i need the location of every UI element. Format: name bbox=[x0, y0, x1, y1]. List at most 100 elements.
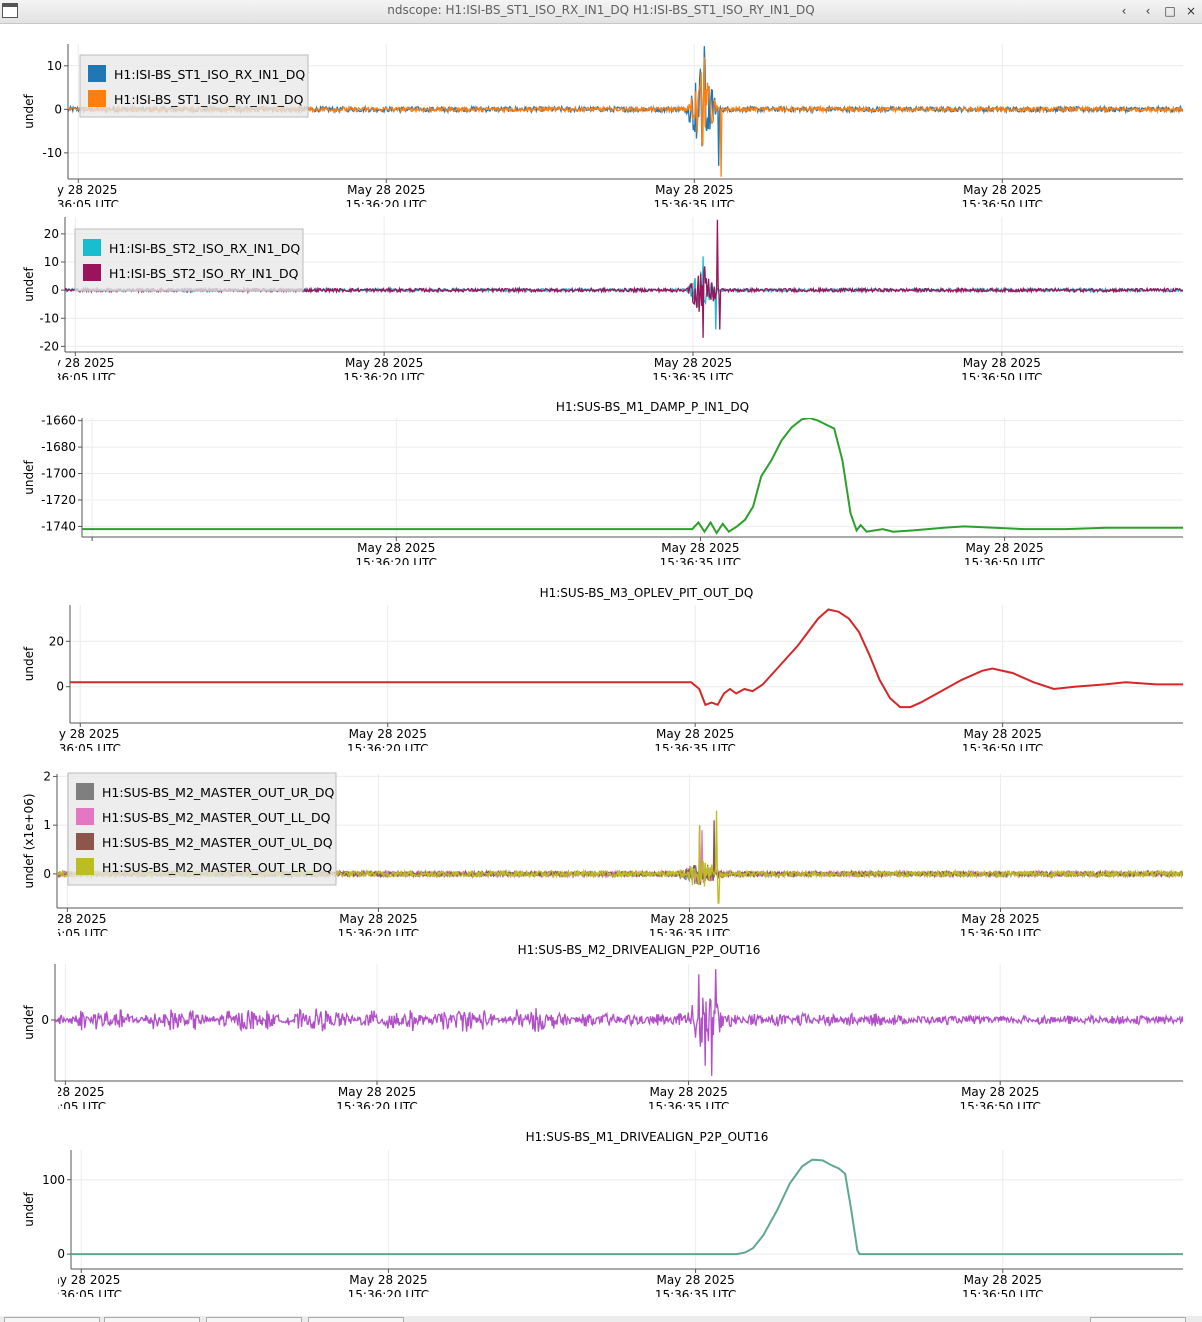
x-tick-label-date: May 28 2025 bbox=[963, 356, 1041, 370]
series-group bbox=[82, 418, 1183, 535]
x-tick-label-date: May 28 2025 bbox=[28, 912, 106, 926]
x-tick-label-time: 15:36:05 UTC bbox=[40, 1288, 122, 1302]
legend-swatch bbox=[88, 90, 106, 107]
close-button[interactable]: × bbox=[1185, 4, 1197, 18]
y-tick-label: 0 bbox=[43, 867, 51, 881]
x-tick-label-time: 15:36:35 UTC bbox=[649, 927, 731, 941]
x-tick-label-time: 15:36:35 UTC bbox=[648, 1100, 730, 1114]
legend-swatch bbox=[76, 783, 94, 800]
legend-label: H1:SUS-BS_M2_MASTER_OUT_UL_DQ bbox=[102, 835, 333, 850]
x-tick-label-time: 15:36:35 UTC bbox=[660, 556, 742, 570]
x-tick-label-date: May 28 2025 bbox=[649, 1085, 727, 1099]
x-tick-label-date: May 28 2025 bbox=[345, 356, 423, 370]
legend: H1:ISI-BS_ST2_ISO_RX_IN1_DQ H1:ISI-BS_ST2… bbox=[74, 228, 304, 292]
x-tick-label-date: May 28 2025 bbox=[965, 541, 1043, 555]
x-tick-label-time: 15:36:50 UTC bbox=[961, 371, 1043, 385]
legend-swatch bbox=[88, 65, 106, 82]
y-tick-label: 10 bbox=[47, 59, 62, 73]
x-tick-label-date: May 28 2025 bbox=[654, 356, 732, 370]
x-tick-label-time: 15:36:35 UTC bbox=[654, 198, 736, 212]
series-line-1 bbox=[70, 608, 1183, 709]
y-tick-label: -20 bbox=[39, 339, 59, 353]
shade-up-button[interactable]: ‹ bbox=[1121, 4, 1127, 18]
y-tick-label: 20 bbox=[44, 227, 59, 241]
x-tick-label-date: May 28 2025 bbox=[26, 1085, 104, 1099]
x-tick-label-time: 15:36:05 UTC bbox=[25, 1100, 107, 1114]
x-tick-label-time: 15:36:20 UTC bbox=[338, 927, 420, 941]
y-axis-label: undef bbox=[22, 1005, 36, 1040]
y-tick-label: 100 bbox=[42, 1173, 65, 1187]
minimize-button[interactable]: ‹ bbox=[1145, 4, 1151, 18]
y-tick-label: 0 bbox=[54, 102, 62, 116]
legend-label: H1:ISI-BS_ST2_ISO_RX_IN1_DQ bbox=[109, 241, 300, 256]
x-tick-label-date: May 28 2025 bbox=[655, 183, 733, 197]
x-tick-label-date: May 28 2025 bbox=[349, 727, 427, 741]
title-bar: ndscope: H1:ISI-BS_ST1_ISO_RX_IN1_DQ H1:… bbox=[0, 0, 1202, 24]
x-tick-label-time: 15:36:20 UTC bbox=[347, 742, 429, 756]
y-tick-label: 0 bbox=[41, 1013, 49, 1027]
bottom-tab[interactable] bbox=[206, 1317, 302, 1322]
x-tick-label-time: 15:36:05 UTC bbox=[35, 371, 117, 385]
x-tick-label-time: 15:36:50 UTC bbox=[964, 556, 1046, 570]
x-tick-label-date: May 28 2025 bbox=[963, 183, 1041, 197]
series-line-1 bbox=[82, 418, 1183, 535]
x-tick-label-date: May 28 2025 bbox=[36, 356, 114, 370]
y-axis-label: undef bbox=[22, 94, 36, 129]
x-tick-label-time: 15:36:20 UTC bbox=[343, 371, 425, 385]
x-tick-label-time: 15:36:20 UTC bbox=[336, 1100, 418, 1114]
chart-panel-7: H1:SUS-BS_M1_DRIVEALIGN_P2P_OUT16 100 0 und… bbox=[22, 1130, 1183, 1302]
x-tick-label-date: May 28 2025 bbox=[347, 183, 425, 197]
bottom-tab[interactable] bbox=[104, 1317, 200, 1322]
x-tick-labels: May 28 2025 15:36:05 UTC May 28 2025 15:36:… bbox=[40, 1273, 1044, 1302]
legend-label: H1:SUS-BS_M2_MASTER_OUT_LL_DQ bbox=[102, 810, 331, 825]
legend: H1:ISI-BS_ST1_ISO_RX_IN1_DQ H1:ISI-BS_ST1… bbox=[79, 54, 309, 118]
legend-box bbox=[79, 54, 309, 118]
legend-swatch bbox=[76, 858, 94, 875]
x-tick-label-date: May 28 2025 bbox=[39, 183, 117, 197]
x-tick-label-time: 15:36:35 UTC bbox=[655, 1288, 737, 1302]
y-axis-label: undef bbox=[22, 1192, 36, 1227]
x-tick-label-time: 15:36:35 UTC bbox=[654, 742, 736, 756]
x-tick-label-time: 15:36:50 UTC bbox=[962, 742, 1044, 756]
legend: H1:SUS-BS_M2_MASTER_OUT_UR_DQ H1:SUS-BS_M… bbox=[67, 772, 337, 886]
series-line-1 bbox=[71, 1158, 1183, 1256]
chart-panel-6: H1:SUS-BS_M2_DRIVEALIGN_P2P_OUT16 0 undef M… bbox=[22, 943, 1183, 1114]
chart-title: H1:SUS-BS_M3_OPLEV_PIT_OUT_DQ bbox=[540, 586, 754, 600]
app-window-icon bbox=[2, 3, 18, 18]
series-group bbox=[71, 1158, 1183, 1256]
legend-swatch bbox=[83, 264, 101, 281]
bottom-tab[interactable] bbox=[1090, 1317, 1186, 1322]
y-tick-label: 2 bbox=[43, 769, 51, 783]
x-tick-label-time: 15:36:05 UTC bbox=[27, 927, 109, 941]
y-tick-label: -1660 bbox=[41, 414, 76, 428]
series-line-1 bbox=[55, 969, 1183, 1076]
y-tick-label: -1740 bbox=[41, 519, 76, 533]
x-tick-label-date: May 28 2025 bbox=[961, 912, 1039, 926]
legend-swatch bbox=[83, 239, 101, 256]
x-tick-label-date: May 28 2025 bbox=[338, 1085, 416, 1099]
maximize-button[interactable]: □ bbox=[1164, 4, 1176, 18]
x-tick-label-time: 15:36:50 UTC bbox=[960, 927, 1042, 941]
bottom-tab[interactable] bbox=[308, 1317, 404, 1322]
x-tick-label-time: 15:36:20 UTC bbox=[346, 198, 428, 212]
x-tick-label-date: May 28 2025 bbox=[349, 1273, 427, 1287]
y-tick-label: -10 bbox=[42, 146, 62, 160]
x-tick-label-date: May 28 2025 bbox=[357, 541, 435, 555]
y-tick-label: 0 bbox=[51, 283, 59, 297]
y-axis-label: undef (x1e+06) bbox=[22, 793, 36, 888]
bottom-tab[interactable] bbox=[4, 1317, 100, 1322]
x-tick-label-date: May 28 2025 bbox=[964, 1273, 1042, 1287]
x-tick-label-date: May 28 2025 bbox=[961, 1085, 1039, 1099]
x-tick-label-time: 15:36:05 UTC bbox=[39, 742, 121, 756]
legend-swatch bbox=[76, 808, 94, 825]
y-tick-label: 0 bbox=[57, 1247, 65, 1261]
x-tick-label-date: May 28 2025 bbox=[339, 912, 417, 926]
